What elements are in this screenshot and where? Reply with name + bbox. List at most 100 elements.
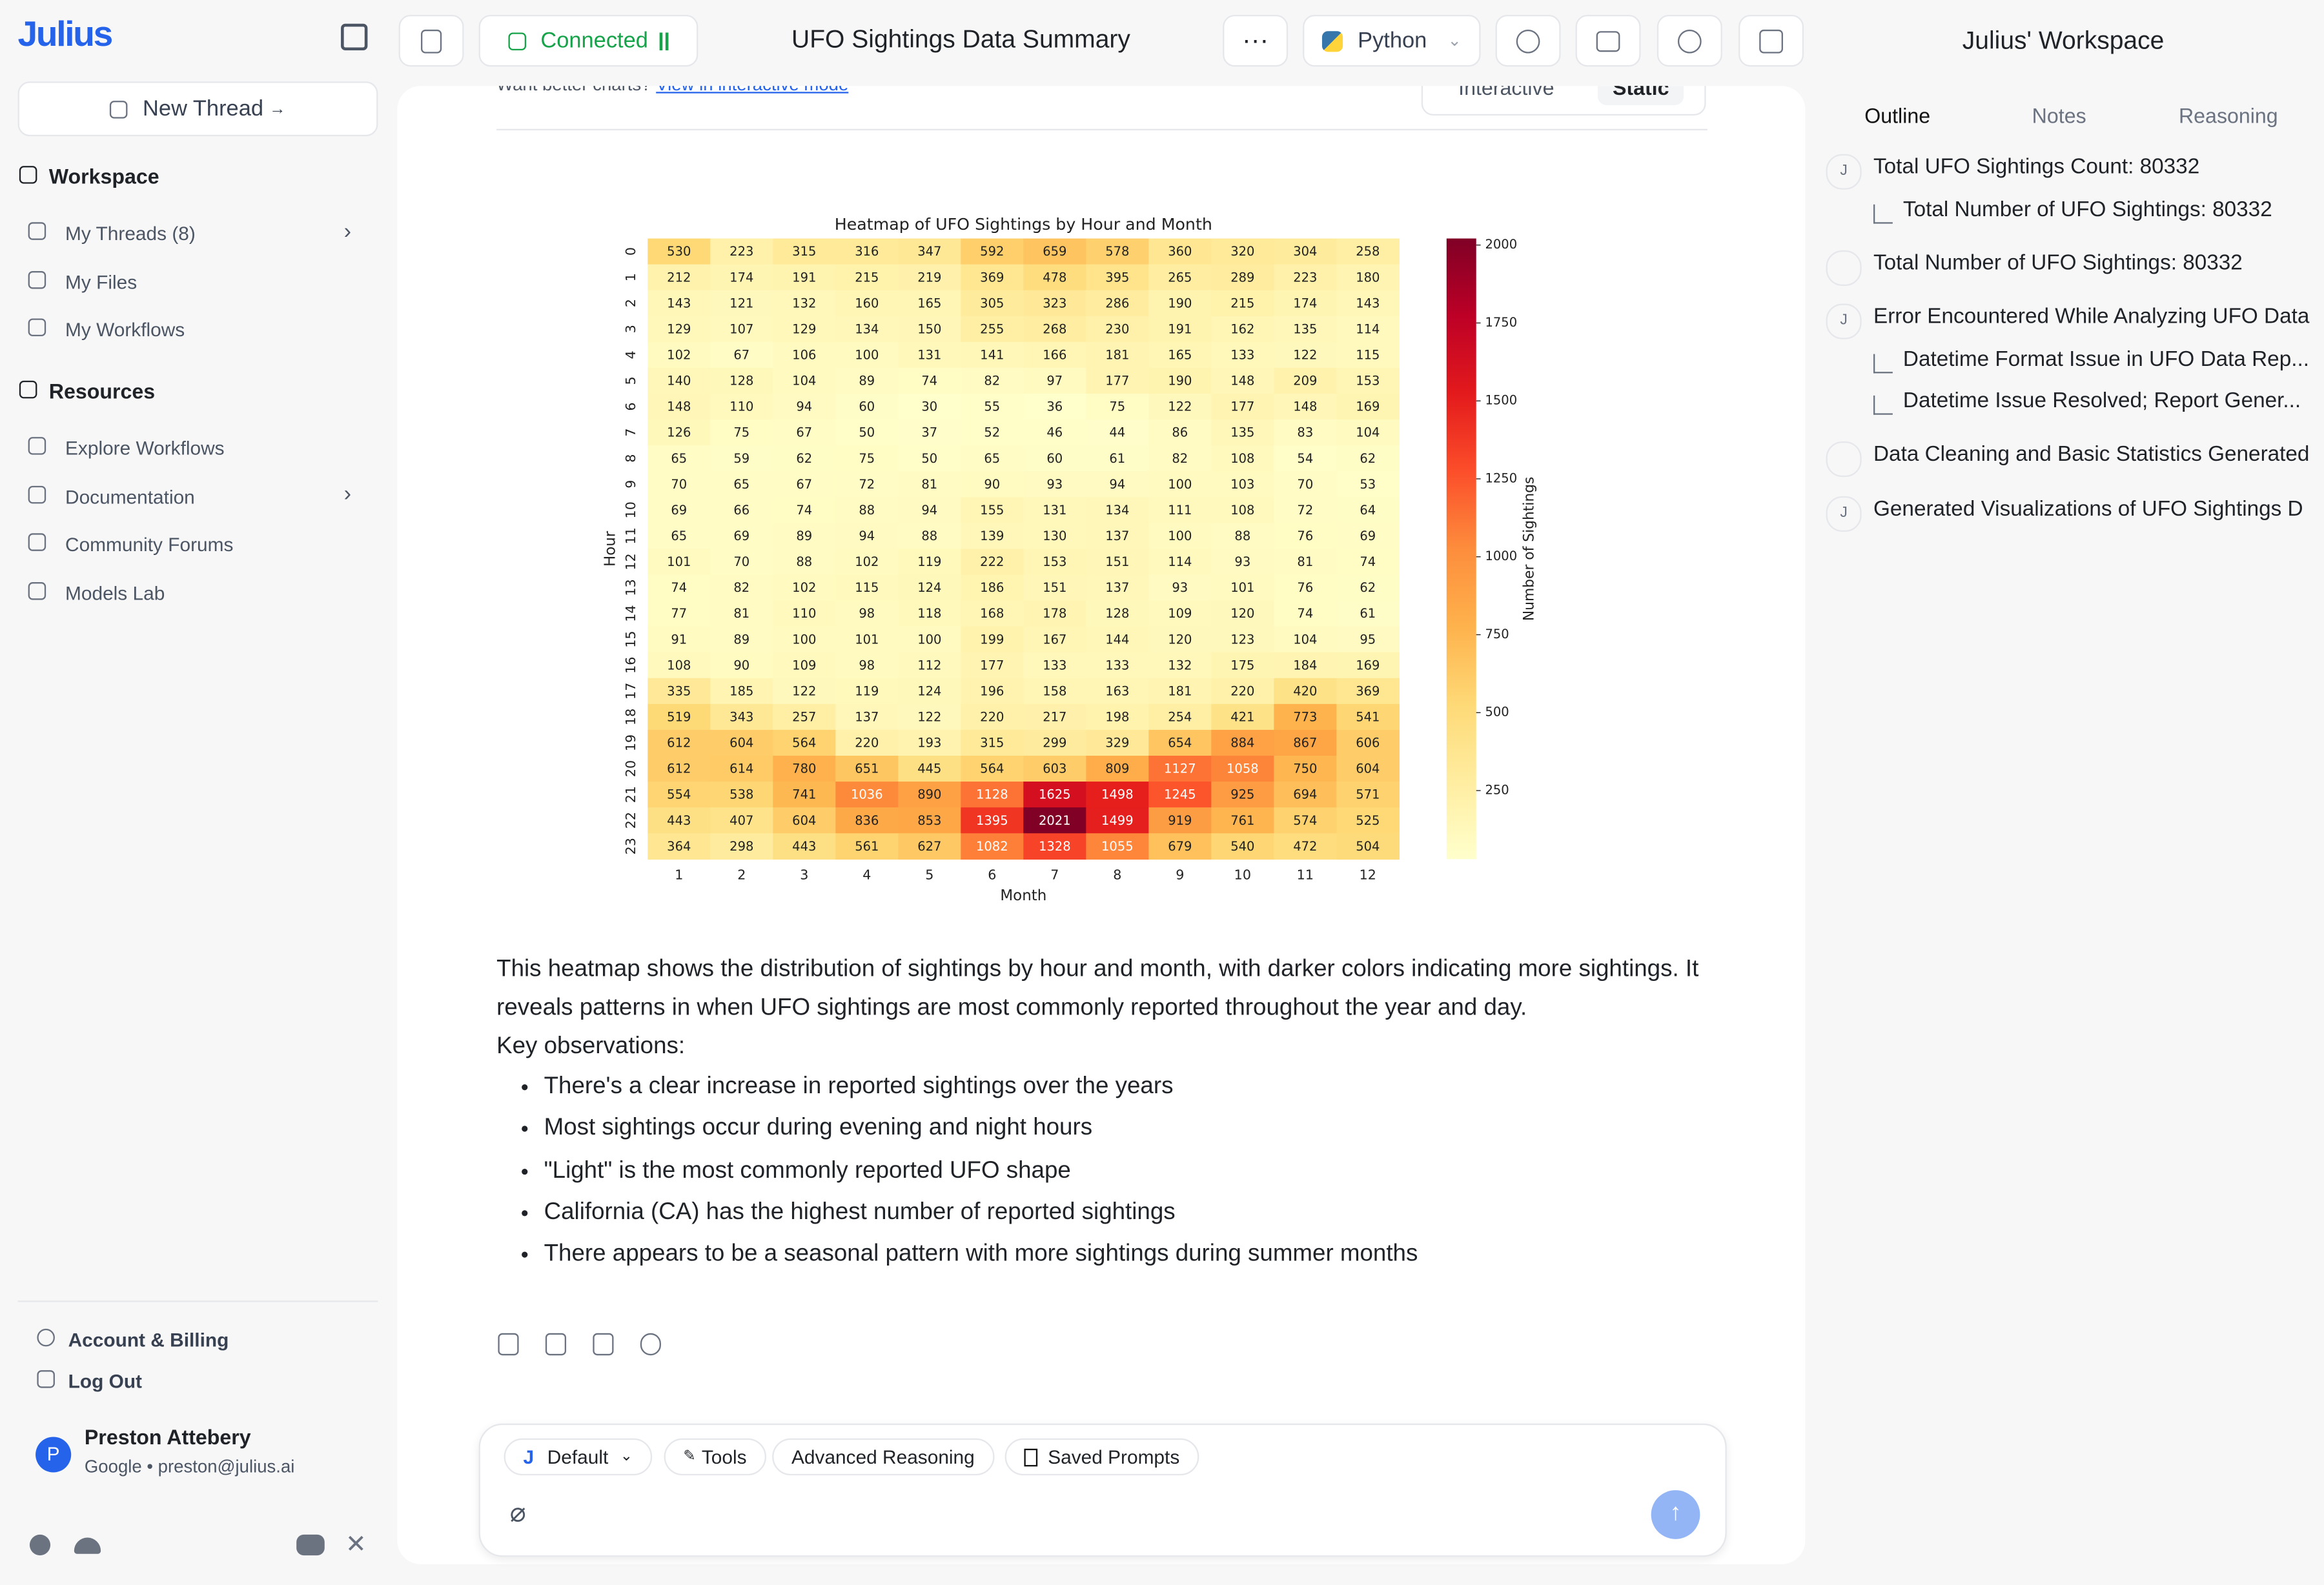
y-axis-label: Hour <box>602 530 618 567</box>
cell-label: 541 <box>1356 710 1380 725</box>
heatmap-cell <box>1086 729 1150 756</box>
outline-item[interactable]: Datetime Issue Resolved; Report Gener... <box>1902 389 2301 414</box>
outline-item[interactable]: Total Number of UFO Sightings: 80332 <box>1902 198 2272 223</box>
cell-label: 89 <box>733 632 749 647</box>
cell-label: 614 <box>729 762 753 776</box>
cell-label: 592 <box>980 244 1004 259</box>
cell-label: 76 <box>1297 580 1313 595</box>
heatmap-cell <box>961 729 1024 756</box>
resource-item[interactable]: Models Lab <box>28 581 165 603</box>
y-tick-label: 20 <box>623 760 638 777</box>
outline-item[interactable]: Datetime Format Issue in UFO Data Rep... <box>1902 348 2309 372</box>
send-button[interactable]: ↑ <box>1651 1490 1700 1539</box>
saved-prompts-button[interactable]: Saved Prompts <box>1004 1438 1199 1476</box>
cell-label: 134 <box>1105 503 1129 518</box>
outline-item[interactable]: Data Cleaning and Basic Statistics Gener… <box>1873 443 2310 467</box>
heatmap-cell <box>1023 678 1087 705</box>
attach-button[interactable]: ⌀ <box>509 1497 526 1528</box>
apple-icon[interactable] <box>29 1534 51 1556</box>
heatmap-cell <box>1211 678 1275 705</box>
resource-item[interactable]: Documentation <box>28 485 195 507</box>
cell-label: 120 <box>1230 606 1254 621</box>
tools-button[interactable]: ✎ Tools <box>664 1438 766 1476</box>
heatmap-cell <box>1336 782 1400 808</box>
toggle-static[interactable]: Static <box>1597 86 1684 105</box>
workspace-tab[interactable]: Outline <box>1864 103 1931 128</box>
hint-link[interactable]: View in interactive mode <box>656 86 848 95</box>
workspace-tab[interactable]: Reasoning <box>2178 103 2278 128</box>
outline-item[interactable]: Generated Visualizations of UFO Sighting… <box>1873 498 2303 521</box>
y-tick-label: 6 <box>623 402 638 410</box>
model-select[interactable]: J Default ⌄ <box>504 1438 652 1476</box>
cell-label: 72 <box>859 477 875 492</box>
heatmap-cell <box>773 238 837 265</box>
new-thread-button[interactable]: New Thread → <box>17 81 378 137</box>
y-tick-label: 19 <box>623 734 638 751</box>
cell-label: 153 <box>1356 374 1380 389</box>
announce-button[interactable] <box>1575 14 1641 67</box>
cell-label: 181 <box>1168 683 1192 698</box>
heatmap-cell <box>647 652 711 679</box>
regenerate[interactable] <box>640 1333 661 1356</box>
cell-label: 420 <box>1293 683 1317 698</box>
cell-label: 215 <box>855 270 879 285</box>
android-icon[interactable] <box>74 1537 101 1554</box>
cell-label: 81 <box>1297 554 1313 569</box>
discord-icon[interactable] <box>296 1534 325 1556</box>
resource-item[interactable]: Community Forums <box>28 533 234 556</box>
heatmap-cell <box>1274 367 1338 394</box>
cell-label: 133 <box>1230 348 1254 363</box>
heatmap-cell <box>1211 290 1275 317</box>
cell-label: 102 <box>792 580 816 595</box>
workspace-item[interactable]: My Files <box>28 270 137 292</box>
heatmap-cell <box>1274 574 1338 601</box>
workspace-item[interactable]: My Threads (8) <box>28 222 196 245</box>
copy-button[interactable] <box>398 14 464 67</box>
divider <box>496 128 1707 130</box>
heatmap-cell <box>1023 574 1087 601</box>
heatmap-cell <box>773 755 837 782</box>
settings-button[interactable] <box>1495 14 1561 67</box>
x-tick-label: 2 <box>737 867 746 883</box>
cell-label: 155 <box>980 503 1004 518</box>
language-select[interactable]: Python ⌄ <box>1303 14 1481 67</box>
x-icon[interactable]: ✕ <box>345 1530 367 1559</box>
heatmap-cell <box>1148 290 1212 317</box>
cell-label: 74 <box>921 374 937 389</box>
heatmap-cell <box>898 497 962 524</box>
more-button[interactable]: ··· <box>1223 14 1289 67</box>
reasoning-button[interactable]: Advanced Reasoning <box>772 1438 994 1476</box>
heatmap-cell <box>710 678 774 705</box>
help-button[interactable] <box>1656 14 1722 67</box>
collapse-sidebar[interactable] <box>341 23 368 51</box>
heatmap-cell <box>710 755 774 782</box>
account-billing[interactable]: Account & Billing <box>37 1328 229 1351</box>
heatmap-cell <box>1336 316 1400 343</box>
cell-label: 1036 <box>851 787 883 802</box>
thumbs-down[interactable] <box>593 1333 614 1356</box>
cell-label: 95 <box>1360 632 1376 647</box>
heatmap-cell <box>835 549 899 576</box>
cell-label: 94 <box>921 503 937 518</box>
heatmap-cell <box>835 782 899 808</box>
heatmap-cell <box>835 367 899 394</box>
outline-item[interactable]: Error Encountered While Analyzing UFO Da… <box>1873 305 2310 329</box>
heatmap-cell <box>961 678 1024 705</box>
connection-status[interactable]: Connected <box>478 14 698 67</box>
resource-item[interactable]: Explore Workflows <box>28 437 225 459</box>
y-tick-label: 1 <box>623 273 638 281</box>
outline-item[interactable]: Total Number of UFO Sightings: 80332 <box>1873 252 2243 276</box>
heatmap-cell <box>710 445 774 472</box>
cell-label: 141 <box>980 348 1004 363</box>
toggle-interactive[interactable]: Interactive <box>1458 86 1554 99</box>
heatmap-cell <box>961 807 1024 834</box>
workspace-item[interactable]: My Workflows <box>28 318 185 341</box>
copy-action[interactable] <box>498 1333 519 1356</box>
cell-label: 81 <box>733 606 749 621</box>
log-out[interactable]: Log Out <box>37 1370 142 1393</box>
panel-button[interactable] <box>1738 14 1804 67</box>
cell-label: 525 <box>1356 813 1380 828</box>
thumbs-up[interactable] <box>545 1333 567 1356</box>
workspace-tab[interactable]: Notes <box>2032 103 2086 128</box>
outline-item[interactable]: Total UFO Sightings Count: 80332 <box>1873 156 2200 179</box>
